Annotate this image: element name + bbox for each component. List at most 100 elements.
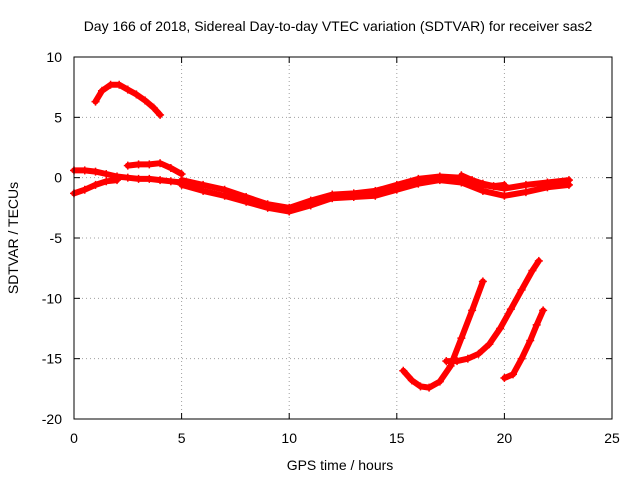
- data-point: [156, 176, 165, 185]
- data-point: [113, 176, 122, 185]
- series-arc-morning-high: [91, 80, 165, 119]
- axes: 0 5 10 15 20 25 -20 -15 -10 -5 0 5 10: [42, 49, 620, 446]
- data-point: [141, 96, 150, 105]
- data-point: [91, 180, 100, 189]
- data-point: [80, 166, 89, 175]
- data-point: [145, 174, 154, 183]
- data-point: [468, 176, 477, 185]
- series-band-main-2: [177, 176, 573, 216]
- data-point: [134, 160, 143, 169]
- series-trace: [501, 307, 547, 381]
- data-point: [526, 336, 535, 345]
- data-point: [457, 334, 466, 343]
- data-point: [521, 188, 530, 197]
- chart-title: Day 166 of 2018, Sidereal Day-to-day VTE…: [84, 18, 593, 34]
- series-arc-evening-upper: [457, 171, 509, 191]
- y-tick-label: -15: [42, 351, 62, 367]
- data-point: [392, 185, 401, 194]
- data-point: [97, 86, 106, 95]
- x-tick-label: 0: [70, 430, 78, 446]
- data-point: [496, 324, 505, 333]
- data-point: [478, 186, 487, 195]
- data-point: [528, 266, 537, 275]
- data-point: [416, 382, 425, 391]
- data-point: [435, 377, 444, 386]
- data-point: [134, 174, 143, 183]
- data-point: [102, 170, 111, 179]
- x-tick-label: 10: [281, 430, 297, 446]
- x-tick-label: 25: [604, 430, 620, 446]
- y-tick-label: -5: [50, 230, 63, 246]
- data-point: [285, 207, 294, 216]
- x-tick-label: 20: [497, 430, 513, 446]
- data-point: [414, 179, 423, 188]
- data-point: [106, 80, 115, 89]
- data-point: [177, 180, 186, 189]
- data-point: [132, 90, 141, 99]
- data-point: [102, 177, 111, 186]
- series-group: [70, 80, 573, 392]
- data-point: [263, 203, 272, 212]
- data-point: [478, 277, 487, 286]
- series-trace: [400, 278, 486, 391]
- data-point: [474, 349, 483, 358]
- data-point: [453, 357, 462, 366]
- y-tick-label: -10: [42, 290, 62, 306]
- data-point: [489, 182, 498, 191]
- x-tick-label: 5: [178, 430, 186, 446]
- series-track-falling-3: [500, 306, 548, 382]
- data-point: [463, 354, 472, 363]
- series-arc-bump: [123, 159, 186, 179]
- data-point: [500, 191, 509, 200]
- y-axis-label: SDTVAR / TECUs: [5, 182, 21, 294]
- data-point: [123, 173, 132, 182]
- data-point: [509, 370, 518, 379]
- data-point: [500, 373, 509, 382]
- data-point: [485, 340, 494, 349]
- data-point: [149, 103, 158, 112]
- data-point: [407, 376, 416, 385]
- data-point: [80, 185, 89, 194]
- data-point: [478, 179, 487, 188]
- series-track-falling-1: [399, 277, 487, 392]
- data-point: [435, 176, 444, 185]
- series-band-lower-left: [70, 176, 122, 198]
- data-point: [115, 80, 124, 89]
- data-point: [457, 171, 466, 180]
- data-point: [220, 191, 229, 200]
- data-point: [532, 320, 541, 329]
- data-point: [166, 177, 175, 186]
- data-point: [91, 167, 100, 176]
- data-point: [371, 191, 380, 200]
- data-point: [328, 194, 337, 203]
- series-track-falling-2: [442, 256, 543, 366]
- data-point: [399, 366, 408, 375]
- data-point: [534, 256, 543, 265]
- data-point: [468, 306, 477, 315]
- data-point: [123, 85, 132, 94]
- data-point: [564, 180, 573, 189]
- data-point: [442, 357, 451, 366]
- x-axis-label: GPS time / hours: [287, 457, 394, 473]
- data-point: [517, 285, 526, 294]
- y-tick-label: 10: [46, 49, 62, 65]
- y-tick-label: -20: [42, 411, 62, 427]
- y-tick-label: 5: [54, 109, 62, 125]
- series-trace: [443, 257, 542, 365]
- data-point: [306, 201, 315, 210]
- data-point: [123, 161, 132, 170]
- data-point: [506, 305, 515, 314]
- data-point: [521, 180, 530, 189]
- data-point: [500, 180, 509, 189]
- data-point: [156, 159, 165, 168]
- x-tick-label: 15: [389, 430, 405, 446]
- data-point: [517, 354, 526, 363]
- data-point: [242, 197, 251, 206]
- data-point: [145, 160, 154, 169]
- data-point: [457, 178, 466, 187]
- data-point: [199, 186, 208, 195]
- data-point: [156, 110, 165, 119]
- data-point: [425, 383, 434, 392]
- data-point: [349, 192, 358, 201]
